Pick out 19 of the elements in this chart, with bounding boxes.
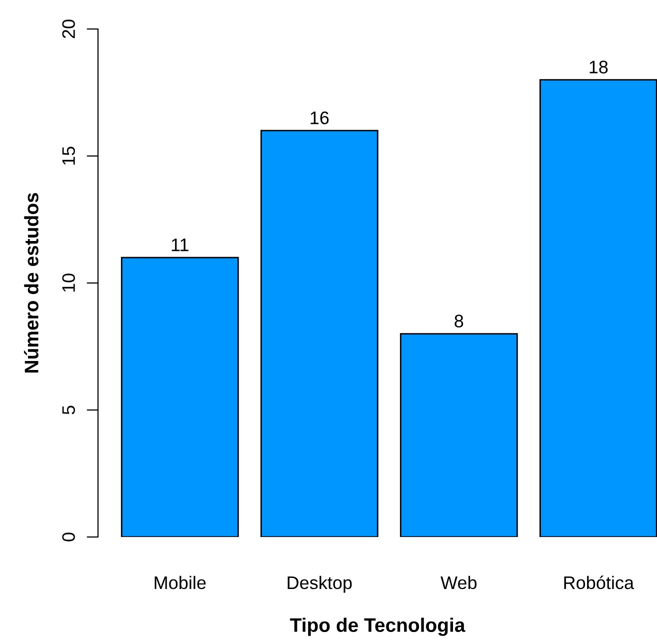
bar [400, 333, 518, 537]
data-label: 11 [172, 238, 188, 252]
bar [260, 130, 378, 537]
x-tick-label: Robótica [564, 576, 634, 590]
data-label: 8 [454, 314, 464, 328]
x-tick-label: Mobile [154, 576, 206, 590]
y-tick-label: 5 [62, 406, 75, 414]
y-axis-title: Número de estudos [24, 193, 38, 372]
y-tick-label: 15 [62, 146, 75, 165]
y-tick-label: 20 [62, 20, 75, 38]
bar [120, 256, 239, 537]
x-tick-label: Web [440, 576, 477, 590]
x-axis-title: Tipo de Tecnologia [290, 618, 466, 636]
bar [539, 79, 657, 537]
data-label: 18 [590, 60, 608, 74]
y-tick-label: 0 [62, 532, 75, 542]
y-tick-label: 10 [62, 274, 75, 292]
data-label: 16 [310, 111, 329, 124]
x-tick-label: Desktop [288, 576, 352, 593]
